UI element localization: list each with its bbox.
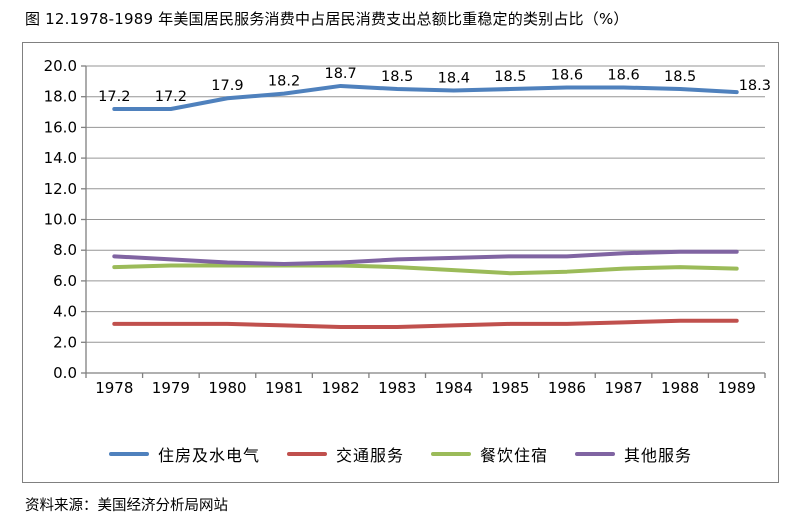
y-axis-tick-label: 12.0 xyxy=(44,180,77,198)
x-axis-tick-label: 1983 xyxy=(378,379,416,397)
y-axis-tick-label: 18.0 xyxy=(44,88,77,106)
data-label: 18.5 xyxy=(494,69,526,85)
chart-container: 0.0 2.0 4.0 6.0 8.0 10.0 12.0 14.0 16.0 18.0 20.0 1… xyxy=(22,42,779,483)
series-line xyxy=(112,318,739,329)
legend-label: 餐饮住宿 xyxy=(480,446,549,465)
data-label: 18.2 xyxy=(268,74,300,90)
data-label: 17.2 xyxy=(98,89,130,105)
y-axis-tick-label: 14.0 xyxy=(44,149,77,167)
x-axis-tick-label: 1982 xyxy=(322,379,360,397)
legend-item-1: 交通服务 xyxy=(286,442,404,466)
legend-label: 交通服务 xyxy=(335,446,404,465)
data-label: 17.9 xyxy=(211,78,243,94)
data-label: 18.3 xyxy=(739,78,771,94)
line-chart: 0.0 2.0 4.0 6.0 8.0 10.0 12.0 14.0 16.0 18.0 20.0 1… xyxy=(44,57,771,397)
legend-swatch-icon xyxy=(431,451,471,457)
legend-item-0: 住房及水电气 xyxy=(108,442,260,466)
figure-title: 图 12.1978-1989 年美国居民服务消费中占居民消费支出总额比重稳定的类… xyxy=(25,10,629,28)
y-axis-tick-label: 16.0 xyxy=(44,118,77,136)
data-label: 18.6 xyxy=(607,67,639,83)
x-axis-tick-label: 1987 xyxy=(604,379,642,397)
series-line xyxy=(112,83,739,111)
y-axis-tick-label: 20.0 xyxy=(44,57,77,75)
x-axis-tick-label: 1988 xyxy=(661,379,699,397)
chart-legend: 住房及水电气 交通服务 餐饮住宿 其他服务 xyxy=(23,442,778,466)
y-axis-tick-label: 8.0 xyxy=(53,241,77,259)
x-axis-tick-label: 1980 xyxy=(208,379,246,397)
y-axis-tick-label: 2.0 xyxy=(53,333,77,351)
y-axis-tick-label: 10.0 xyxy=(44,211,77,229)
legend-swatch-icon xyxy=(575,451,616,457)
data-label: 18.7 xyxy=(324,66,356,82)
x-axis-tick-label: 1978 xyxy=(95,379,133,397)
data-label: 17.2 xyxy=(155,89,187,105)
legend-swatch-icon xyxy=(286,451,327,457)
x-axis-tick-label: 1979 xyxy=(152,379,190,397)
source-note: 资料来源：美国经济分析局网站 xyxy=(25,498,228,514)
legend-label: 住房及水电气 xyxy=(157,446,260,465)
legend-item-3: 其他服务 xyxy=(575,442,692,466)
data-label: 18.5 xyxy=(381,69,413,85)
series-line xyxy=(112,249,739,267)
legend-swatch-icon xyxy=(108,451,149,457)
series-line xyxy=(112,263,739,276)
data-label: 18.5 xyxy=(664,69,696,85)
x-axis-tick-label: 1984 xyxy=(435,379,473,397)
x-axis-tick-label: 1989 xyxy=(718,379,756,397)
x-axis-tick-label: 1985 xyxy=(491,379,529,397)
y-axis-tick-label: 6.0 xyxy=(53,272,77,290)
data-label: 18.4 xyxy=(438,71,470,87)
x-axis-tick-label: 1981 xyxy=(265,379,303,397)
y-axis-tick-label: 0.0 xyxy=(53,364,77,382)
x-axis-tick-label: 1986 xyxy=(548,379,586,397)
legend-item-2: 餐饮住宿 xyxy=(431,442,548,466)
y-axis-tick-label: 4.0 xyxy=(53,303,77,321)
data-label: 18.6 xyxy=(551,67,583,83)
legend-label: 其他服务 xyxy=(624,446,693,465)
